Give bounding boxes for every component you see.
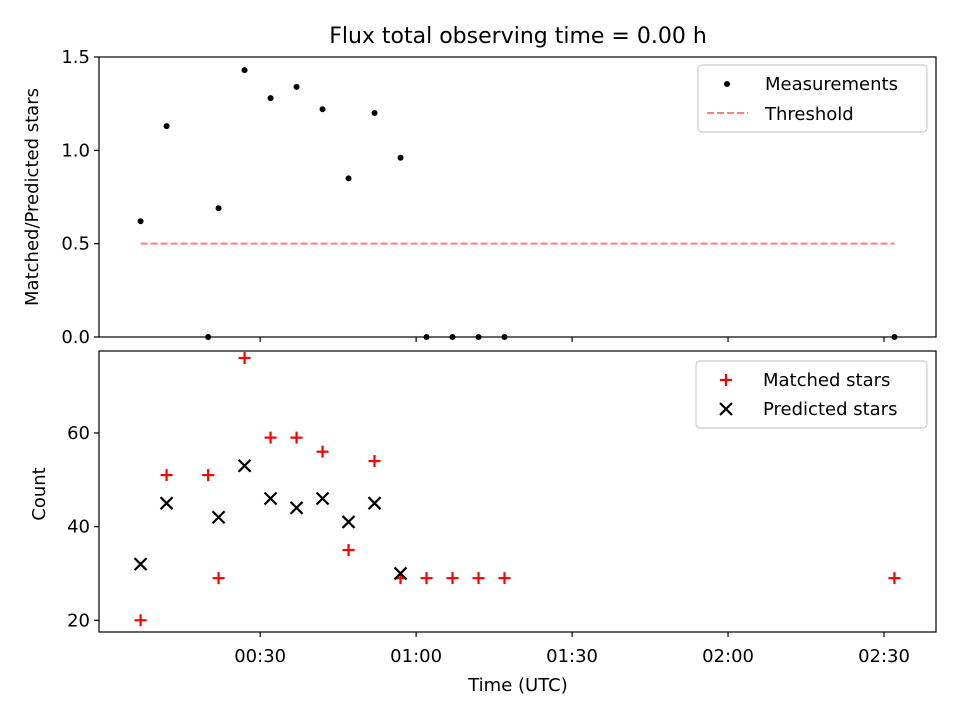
measurement-point [215, 205, 222, 212]
bottom-legend-box [695, 360, 928, 429]
measurement-point [397, 154, 404, 161]
predicted-star-point [289, 501, 304, 515]
measurement-point [293, 83, 300, 90]
chart-title: Flux total observing time = 0.00 h [329, 24, 707, 49]
matched-star-point [134, 614, 147, 627]
matched-star-point [160, 469, 173, 482]
measurement-point [371, 110, 378, 116]
bottom-x-axis-label: Time (UTC) [467, 675, 568, 696]
measurement-point [319, 106, 326, 113]
measurement-point [163, 123, 170, 130]
bottom-panel: 20 40 60 00:30 01:00 01:30 02:00 02:30 Count T… [29, 350, 937, 696]
bottom-legend: Matched stars Predicted stars [695, 360, 928, 429]
legend-predicted-marker [719, 402, 733, 416]
x-tick-label: 00:30 [234, 646, 286, 667]
y-tick-label: 1.0 [61, 140, 90, 161]
bottom-x-ticks: 00:30 01:00 01:30 02:00 02:30 [234, 632, 910, 667]
x-tick-label: 01:00 [390, 646, 442, 667]
predicted-star-point [367, 496, 382, 510]
predicted-star-point [159, 496, 174, 510]
matched-star-point [212, 572, 225, 585]
matched-star-point [420, 572, 433, 585]
matched-star-point [498, 572, 511, 585]
y-tick-label: 1.5 [61, 47, 90, 68]
legend-matched-label: Matched stars [763, 370, 890, 391]
legend-predicted-label: Predicted stars [763, 399, 897, 420]
matched-star-point [264, 431, 277, 444]
y-tick-label: 0.5 [61, 234, 90, 255]
y-tick-label: 20 [67, 610, 90, 631]
measurement-point [137, 218, 144, 225]
measurement-point [241, 67, 248, 74]
measurement-point [345, 175, 352, 182]
y-tick-label: 40 [67, 517, 90, 538]
predicted-star-point [341, 515, 356, 529]
x-tick-label: 02:30 [858, 646, 910, 667]
matched-star-point [316, 445, 329, 458]
matched-star-point [446, 572, 459, 585]
top-legend: Measurements Threshold [697, 64, 928, 133]
legend-threshold-label: Threshold [764, 104, 854, 125]
x-tick-label: 01:30 [546, 646, 598, 667]
top-y-axis-label: Matched/Predicted stars [22, 88, 43, 306]
measurement-point [267, 95, 274, 102]
top-legend-box [697, 64, 928, 133]
x-tick-label: 02:00 [702, 646, 754, 667]
legend-measurements-label: Measurements [765, 74, 898, 95]
top-panel: 0.0 0.5 1.0 1.5 Matched/Predicted stars Mea… [22, 47, 937, 348]
matched-star-point [202, 469, 215, 482]
legend-matched-marker [720, 374, 732, 386]
top-plot-marks [137, 67, 898, 340]
matched-star-point [290, 431, 303, 444]
matched-star-point [368, 455, 381, 468]
bottom-axes-frame [98, 350, 937, 633]
predicted-star-point [315, 491, 330, 506]
y-tick-label: 60 [67, 423, 90, 444]
predicted-star-point [263, 491, 278, 506]
y-tick-label: 0.0 [61, 327, 90, 348]
bottom-plot-marks [133, 352, 901, 627]
matched-star-point [888, 572, 901, 585]
top-y-ticks: 0.0 0.5 1.0 1.5 [61, 47, 99, 348]
top-axes-frame [98, 56, 937, 338]
matched-star-point [238, 352, 251, 365]
matched-star-point [472, 572, 485, 585]
predicted-star-point [133, 557, 148, 571]
predicted-star-point [237, 458, 252, 473]
legend-measurements-marker [724, 81, 730, 87]
matched-star-point [342, 544, 355, 557]
predicted-star-point [211, 510, 226, 525]
top-x-ticks [259, 337, 885, 342]
predicted-star-point [393, 566, 408, 581]
bottom-y-ticks: 20 40 60 [67, 423, 99, 631]
bottom-y-axis-label: Count [29, 467, 50, 520]
